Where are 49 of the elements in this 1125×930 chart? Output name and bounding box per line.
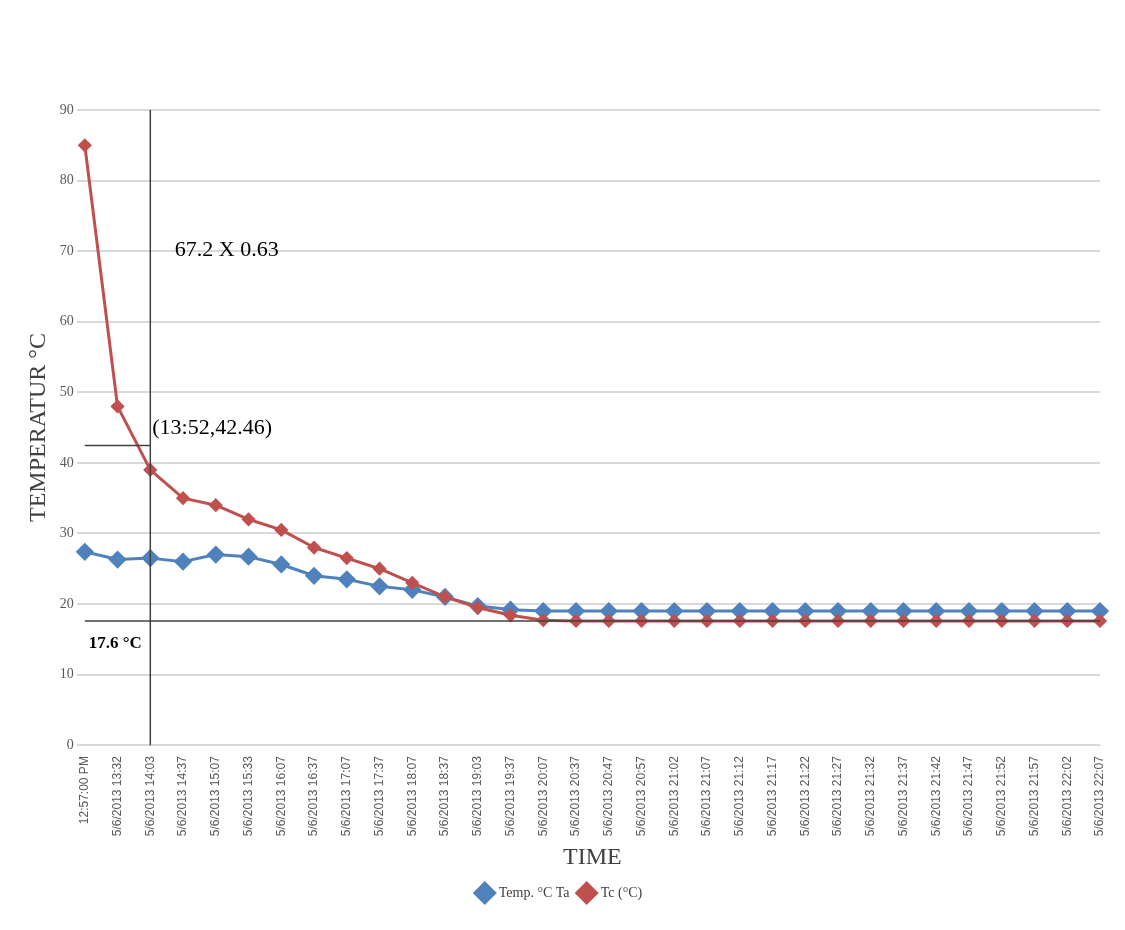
y-tick-label: 60 <box>59 313 74 329</box>
x-tick-label: 5/6/2013 18:07 <box>404 755 419 837</box>
x-tick-label: 5/6/2013 19:03 <box>470 755 485 837</box>
x-tick-label: 5/6/2013 21:02 <box>666 755 681 837</box>
ref-line-label: 17.6 °C <box>88 632 142 652</box>
y-tick-label: 70 <box>59 242 74 258</box>
x-tick-label: 5/6/2013 20:47 <box>601 755 616 837</box>
legend-label: Tc (°C) <box>600 884 643 901</box>
y-tick-label: 50 <box>59 383 74 399</box>
x-tick-label: 5/6/2013 19:37 <box>502 755 517 837</box>
x-axis-title: TIME <box>563 842 622 869</box>
x-tick-label: 5/6/2013 21:32 <box>863 755 878 837</box>
x-tick-label: 5/6/2013 21:22 <box>797 755 812 837</box>
annotation: 67.2 X 0.63 <box>174 235 279 261</box>
y-tick-label: 20 <box>59 595 74 611</box>
x-tick-label: 5/6/2013 17:37 <box>371 755 386 837</box>
x-tick-label: 5/6/2013 21:07 <box>699 755 714 837</box>
x-tick-label: 5/6/2013 21:42 <box>928 755 943 837</box>
x-tick-label: 5/6/2013 18:37 <box>437 755 452 837</box>
x-tick-label: 5/6/2013 20:37 <box>568 755 583 837</box>
x-tick-label: 5/6/2013 21:17 <box>764 755 779 837</box>
x-tick-label: 5/6/2013 21:37 <box>895 755 910 837</box>
x-tick-label: 5/6/2013 20:07 <box>535 755 550 837</box>
x-tick-label: 5/6/2013 14:03 <box>142 755 157 837</box>
x-tick-label: 5/6/2013 15:07 <box>208 755 223 837</box>
y-tick-label: 90 <box>59 101 74 117</box>
x-tick-label: 5/6/2013 22:02 <box>1059 755 1074 837</box>
x-tick-label: 5/6/2013 21:57 <box>1026 755 1041 837</box>
y-tick-label: 80 <box>59 172 74 188</box>
y-tick-label: 0 <box>66 736 74 752</box>
x-tick-label: 5/6/2013 21:52 <box>994 755 1009 837</box>
legend-label: Temp. °C Ta <box>498 884 571 900</box>
x-tick-label: 5/6/2013 13:32 <box>109 755 124 837</box>
y-axis-title: TEMPERATUR °C <box>23 333 50 523</box>
x-tick-label: 5/6/2013 21:27 <box>830 755 845 837</box>
annotation: (13:52,42.46) <box>152 414 273 440</box>
x-tick-label: 5/6/2013 16:37 <box>306 755 321 837</box>
y-tick-label: 30 <box>59 525 74 541</box>
x-tick-label: 5/6/2013 16:07 <box>273 755 288 837</box>
x-tick-label: 5/6/2013 15:33 <box>240 755 255 837</box>
x-tick-label: 5/6/2013 21:12 <box>732 755 747 837</box>
x-tick-label: 5/6/2013 22:07 <box>1092 755 1107 837</box>
y-tick-label: 10 <box>59 666 74 682</box>
x-tick-label: 5/6/2013 20:57 <box>633 755 648 837</box>
y-tick-label: 40 <box>59 454 74 470</box>
x-tick-label: 5/6/2013 17:07 <box>339 755 354 837</box>
x-tick-label: 12:57:00 PM <box>77 756 92 825</box>
x-tick-label: 5/6/2013 21:47 <box>961 755 976 837</box>
x-tick-label: 5/6/2013 14:37 <box>175 755 190 837</box>
